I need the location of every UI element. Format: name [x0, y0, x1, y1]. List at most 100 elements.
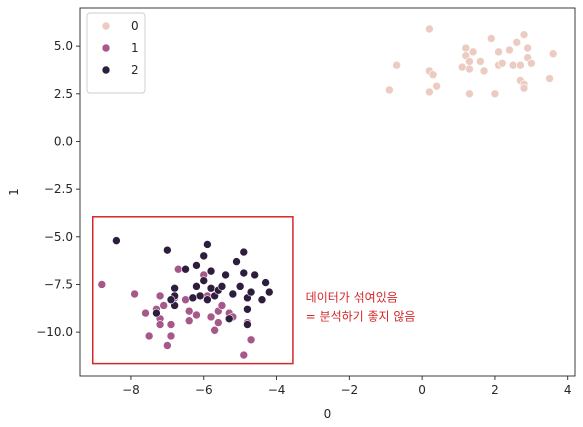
point-series-0 — [461, 43, 471, 53]
y-tick-label: −5.0 — [44, 230, 73, 244]
point-series-2 — [224, 314, 234, 324]
point-series-0 — [490, 89, 500, 99]
points-layer — [97, 24, 558, 360]
point-series-0 — [476, 57, 485, 66]
point-series-1 — [144, 331, 154, 341]
point-series-2 — [152, 308, 161, 318]
x-tick-label: 0 — [418, 383, 426, 397]
point-series-2 — [203, 240, 212, 249]
point-series-1 — [155, 320, 165, 329]
point-series-1 — [239, 350, 249, 360]
point-series-0 — [479, 66, 489, 76]
axes: −8 −6 −4 −2 0 2 4 −10.0 −7.5 −5.0 −2.5 0.0 2.5 5.0 — [36, 7, 576, 397]
point-series-0 — [432, 81, 441, 91]
point-series-1 — [130, 289, 139, 299]
x-tick-label: 4 — [564, 383, 572, 397]
point-series-0 — [548, 49, 558, 59]
x-tick-label: −2 — [340, 383, 358, 397]
x-tick-label: 2 — [491, 383, 499, 397]
point-series-0 — [523, 43, 532, 53]
point-series-1 — [166, 320, 176, 329]
point-series-2 — [170, 283, 179, 293]
point-series-0 — [545, 74, 554, 83]
annotation-box — [91, 216, 294, 365]
point-series-1 — [214, 318, 223, 327]
point-series-1 — [159, 301, 169, 310]
x-tick-label: −4 — [268, 383, 286, 397]
point-series-0 — [519, 83, 529, 93]
point-series-1 — [206, 312, 216, 322]
point-series-2 — [250, 270, 260, 280]
point-series-1 — [210, 325, 219, 335]
point-series-2 — [195, 291, 205, 301]
y-axis-label: 1 — [7, 188, 21, 196]
point-series-2 — [243, 304, 252, 314]
point-series-0 — [425, 24, 434, 34]
point-series-1 — [192, 310, 201, 320]
x-tick-label: −6 — [195, 383, 213, 397]
legend-marker — [101, 21, 111, 31]
plot-area — [80, 8, 575, 376]
y-tick-label: 0.0 — [54, 134, 73, 148]
point-series-0 — [508, 60, 518, 70]
point-series-1 — [246, 335, 256, 345]
legend-label: 1 — [131, 41, 139, 55]
legend-box — [86, 12, 146, 94]
point-series-2 — [206, 266, 216, 276]
point-series-0 — [527, 58, 536, 68]
y-tick-label: −10.0 — [36, 325, 73, 339]
point-series-1 — [184, 316, 194, 326]
point-series-0 — [465, 89, 474, 99]
y-tick-label: −7.5 — [44, 277, 73, 291]
point-series-1 — [166, 331, 176, 341]
point-series-2 — [163, 245, 172, 255]
point-series-0 — [468, 47, 478, 57]
point-series-2 — [235, 282, 245, 291]
point-series-2 — [181, 264, 190, 274]
x-axis-label: 0 — [324, 407, 332, 421]
y-tick-label: 2.5 — [54, 87, 73, 101]
point-series-2 — [203, 295, 212, 305]
y-tick-label: −2.5 — [44, 182, 73, 196]
point-series-2 — [246, 287, 256, 297]
annotation: 데이터가 섞여있음 = 분석하기 좋지 않음 — [91, 216, 416, 365]
point-series-1 — [217, 301, 227, 310]
point-series-0 — [425, 87, 434, 97]
point-series-2 — [257, 295, 267, 305]
point-series-2 — [228, 289, 238, 299]
point-series-2 — [217, 282, 227, 291]
point-series-2 — [243, 320, 252, 329]
point-series-2 — [221, 270, 230, 280]
point-series-0 — [497, 58, 507, 68]
legend-marker — [101, 65, 111, 75]
annotation-text-line-2: = 분석하기 좋지 않음 — [306, 310, 416, 324]
point-series-0 — [465, 64, 474, 74]
point-series-0 — [516, 60, 525, 70]
point-series-2 — [188, 293, 198, 303]
point-series-0 — [519, 30, 529, 39]
legend-label: 2 — [131, 63, 139, 77]
point-series-1 — [141, 308, 150, 318]
point-series-1 — [97, 280, 107, 289]
point-series-0 — [486, 34, 496, 43]
point-series-1 — [184, 306, 194, 316]
point-series-0 — [428, 70, 438, 80]
point-series-1 — [173, 264, 183, 274]
point-series-0 — [505, 45, 514, 55]
point-series-2 — [261, 278, 270, 287]
point-series-0 — [457, 62, 467, 72]
point-series-2 — [239, 247, 249, 257]
y-tick-label: 5.0 — [54, 39, 73, 53]
annotation-text-line-1: 데이터가 섞여있음 — [306, 291, 398, 305]
point-series-2 — [264, 287, 274, 297]
legend-marker — [101, 43, 111, 53]
point-series-2 — [232, 257, 241, 266]
point-series-0 — [392, 60, 401, 70]
point-series-2 — [192, 261, 201, 270]
x-tick-label: −8 — [122, 383, 140, 397]
point-series-1 — [155, 291, 165, 301]
point-series-1 — [163, 341, 172, 350]
point-series-2 — [239, 268, 249, 278]
point-series-0 — [385, 85, 394, 95]
